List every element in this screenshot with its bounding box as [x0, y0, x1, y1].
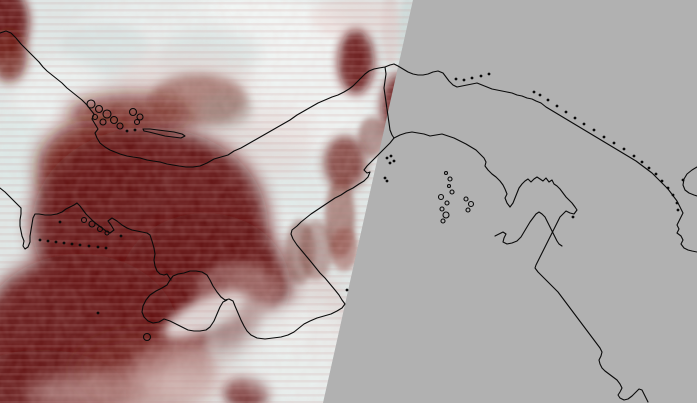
island-outline — [86, 99, 96, 109]
island-dot — [622, 147, 626, 151]
island-dot — [125, 129, 129, 133]
island-dot — [592, 128, 596, 132]
island-dot — [602, 135, 606, 139]
coastline-san-miguel-inlet — [494, 211, 563, 247]
island-outline — [467, 200, 475, 208]
island-dot — [654, 172, 658, 176]
island-dot — [681, 178, 685, 182]
coastline-chiriqui-coast — [0, 187, 172, 281]
island-outline — [447, 176, 453, 182]
island-dot — [666, 186, 670, 190]
island-dot — [46, 239, 50, 243]
island-dot — [58, 220, 62, 224]
island-dot — [62, 241, 66, 245]
island-outline — [133, 118, 141, 126]
island-dot — [538, 93, 542, 97]
island-dot — [487, 72, 491, 76]
island-outline — [449, 189, 455, 195]
island-outline — [439, 206, 445, 212]
island-outline — [446, 183, 452, 189]
satellite-swath — [0, 0, 413, 403]
coastline-caribbean-coast — [0, 30, 697, 253]
coastline-panama-canal-line — [383, 66, 395, 139]
island-outline — [99, 118, 107, 126]
island-outline — [102, 109, 112, 119]
island-dot — [78, 243, 82, 247]
island-outline — [94, 104, 104, 114]
island-dot — [573, 116, 577, 120]
island-dot — [546, 98, 550, 102]
island-dot — [479, 74, 483, 78]
island-outline — [91, 113, 99, 121]
island-dot — [462, 78, 466, 82]
island-outline — [128, 107, 138, 117]
island-dot — [660, 179, 664, 183]
island-outline — [116, 122, 124, 130]
coastline-valiente-peninsula — [142, 128, 186, 139]
island-dot — [388, 161, 392, 165]
island-dot — [70, 242, 74, 246]
island-dot — [383, 176, 387, 180]
island-dot — [532, 90, 536, 94]
island-dot — [119, 234, 123, 238]
island-dot — [632, 154, 636, 158]
island-dot — [564, 110, 568, 114]
island-dot — [671, 193, 675, 197]
island-outline — [142, 332, 152, 342]
island-dot — [96, 245, 100, 249]
island-dot — [87, 244, 91, 248]
island-outline — [437, 193, 445, 201]
island-outline — [109, 115, 119, 125]
island-dot — [385, 179, 389, 183]
island-dot — [582, 122, 586, 126]
island-outline — [463, 196, 469, 202]
coastline-gulf-of-uraba-bump — [682, 166, 697, 197]
island-dot — [385, 156, 389, 160]
island-dot — [555, 104, 559, 108]
island-dot — [612, 141, 616, 145]
island-dot — [675, 201, 679, 205]
island-dot — [104, 246, 108, 250]
island-dot — [345, 288, 349, 292]
island-dot — [647, 166, 651, 170]
island-outline — [442, 211, 450, 219]
island-dot — [389, 154, 393, 158]
island-outline — [440, 218, 446, 224]
island-dot — [392, 159, 396, 163]
island-outline — [96, 225, 104, 233]
coastline-overlay — [0, 30, 697, 403]
coastline-pacific-coast-west — [141, 137, 395, 340]
island-dot — [96, 311, 100, 315]
island-outline — [104, 230, 110, 236]
island-dot — [676, 208, 680, 212]
island-outline — [443, 170, 449, 176]
coastline-pacific-coast-east-darien — [393, 131, 649, 403]
island-dot — [470, 76, 474, 80]
island-outline — [80, 216, 88, 224]
island-dot — [454, 77, 458, 81]
island-outline — [444, 200, 450, 206]
island-dot — [38, 238, 42, 242]
island-outline — [465, 207, 471, 213]
island-dot — [640, 160, 644, 164]
island-dot — [571, 215, 575, 219]
island-outline — [88, 220, 96, 228]
island-outline — [136, 113, 144, 121]
island-dot — [133, 128, 137, 132]
island-dot — [54, 240, 58, 244]
